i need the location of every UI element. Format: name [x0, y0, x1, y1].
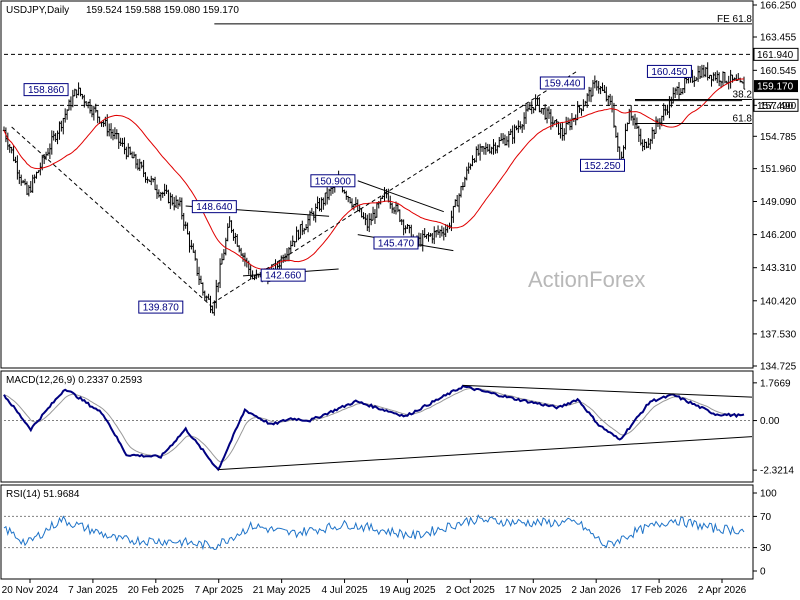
trend-line-1 [212, 70, 578, 304]
trend-line-0 [11, 126, 213, 308]
macd-panel-title: MACD(12,26,9) 0.2337 0.2593 [6, 375, 143, 386]
price-tick-label-8: 143.310 [760, 263, 797, 274]
rsi-tick-label-1: 70 [760, 512, 772, 523]
price-tick-label-6: 149.090 [760, 197, 797, 208]
price-tag-2: 139.870 [143, 303, 180, 314]
price-tag-8: 160.450 [651, 67, 688, 78]
macd-tick-label-0: 1.7669 [760, 378, 791, 389]
level-tag-box-0 [753, 47, 799, 61]
price-tag-box-6 [539, 76, 585, 90]
price-tag-5: 145.470 [378, 238, 415, 249]
level-label-4: 38.2 [733, 89, 753, 100]
price-tag-box-8 [646, 64, 692, 78]
rsi-tick-label-2: 30 [760, 543, 772, 554]
price-layer: 161.940 157.490 FE 61.8 61.8 38.2 159.170 158.… [2, 14, 799, 316]
price-tick-label-5: 151.960 [760, 164, 797, 175]
x-tick-label-11: 2 Apr 2026 [698, 585, 747, 596]
level-tag-1: 157.490 [757, 101, 794, 112]
price-tag-box-2 [138, 300, 184, 314]
price-tag-box-1 [191, 200, 237, 214]
price-tag-box-5 [373, 236, 419, 250]
price-tick-label-3: 157.490 [760, 101, 797, 112]
rsi-layer [3, 514, 752, 551]
current-price-tag-box [754, 80, 798, 93]
x-tick-label-4: 21 May 2025 [253, 585, 311, 596]
price-tick-label-10: 137.530 [760, 329, 797, 340]
macd-line [3, 384, 745, 472]
price-tag-7: 152.250 [584, 161, 621, 172]
rsi-tick-label-3: 0 [760, 567, 766, 578]
price-tick-label-0: 166.250 [760, 1, 797, 12]
x-tick-label-5: 4 Jul 2025 [321, 585, 368, 596]
x-tick-label-2: 20 Feb 2025 [128, 585, 185, 596]
macd-tick-label-2: -2.3214 [760, 466, 794, 477]
x-tick-label-10: 17 Feb 2026 [631, 585, 688, 596]
x-tick-label-3: 7 Apr 2025 [195, 585, 244, 596]
x-tick-label-1: 7 Jan 2025 [68, 585, 118, 596]
price-tick-label-1: 163.455 [760, 33, 797, 44]
x-tick-label-0: 20 Nov 2024 [2, 585, 59, 596]
rsi-line [3, 514, 745, 551]
price-tag-3: 142.660 [265, 271, 302, 282]
price-tick-label-4: 154.785 [760, 132, 797, 143]
price-tick-label-7: 146.200 [760, 230, 797, 241]
macd-tick-label-1: 0.00 [760, 416, 780, 427]
macd-signal-line [3, 387, 745, 463]
price-tag-6: 159.440 [544, 78, 581, 89]
ohlc-readout: 159.524 159.588 159.080 159.170 [86, 5, 239, 16]
x-tick-label-8: 17 Nov 2025 [505, 585, 562, 596]
price-tag-4: 150.900 [315, 176, 352, 187]
price-tag-1: 148.640 [196, 202, 233, 213]
level-label-3: 61.8 [733, 114, 753, 125]
price-tag-box-3 [260, 268, 306, 282]
price-tick-label-9: 140.420 [760, 296, 797, 307]
x-tick-label-6: 19 Aug 2025 [379, 585, 436, 596]
macd-trend-upper [462, 384, 753, 398]
watermark: ActionForex [528, 267, 645, 292]
moving-average-line [3, 78, 745, 270]
level-tag-0: 161.940 [757, 50, 794, 61]
macd-layer [3, 384, 753, 472]
price-tick-label-11: 134.725 [760, 362, 797, 373]
x-tick-label-7: 2 Oct 2025 [446, 585, 495, 596]
price-panel-title: USDJPY,Daily [6, 5, 69, 16]
price-tag-0: 158.860 [28, 85, 65, 96]
rsi-panel-frame [0, 484, 754, 580]
rsi-panel-title: RSI(14) 51.9684 [6, 489, 80, 500]
macd-panel-frame [0, 370, 754, 483]
level-label-2: FE 61.8 [717, 14, 752, 25]
price-tick-label-2: 160.545 [760, 66, 797, 77]
current-price-tag: 159.170 [757, 82, 794, 93]
x-tick-label-9: 2 Jan 2026 [571, 585, 621, 596]
price-panel-frame [0, 0, 754, 369]
price-tag-box-4 [310, 174, 356, 188]
macd-trend-lower [218, 436, 753, 471]
rsi-tick-label-0: 100 [760, 489, 777, 500]
trend-line-4 [357, 180, 444, 213]
price-tag-box-0 [23, 83, 69, 97]
price-tag-box-7 [580, 158, 626, 172]
